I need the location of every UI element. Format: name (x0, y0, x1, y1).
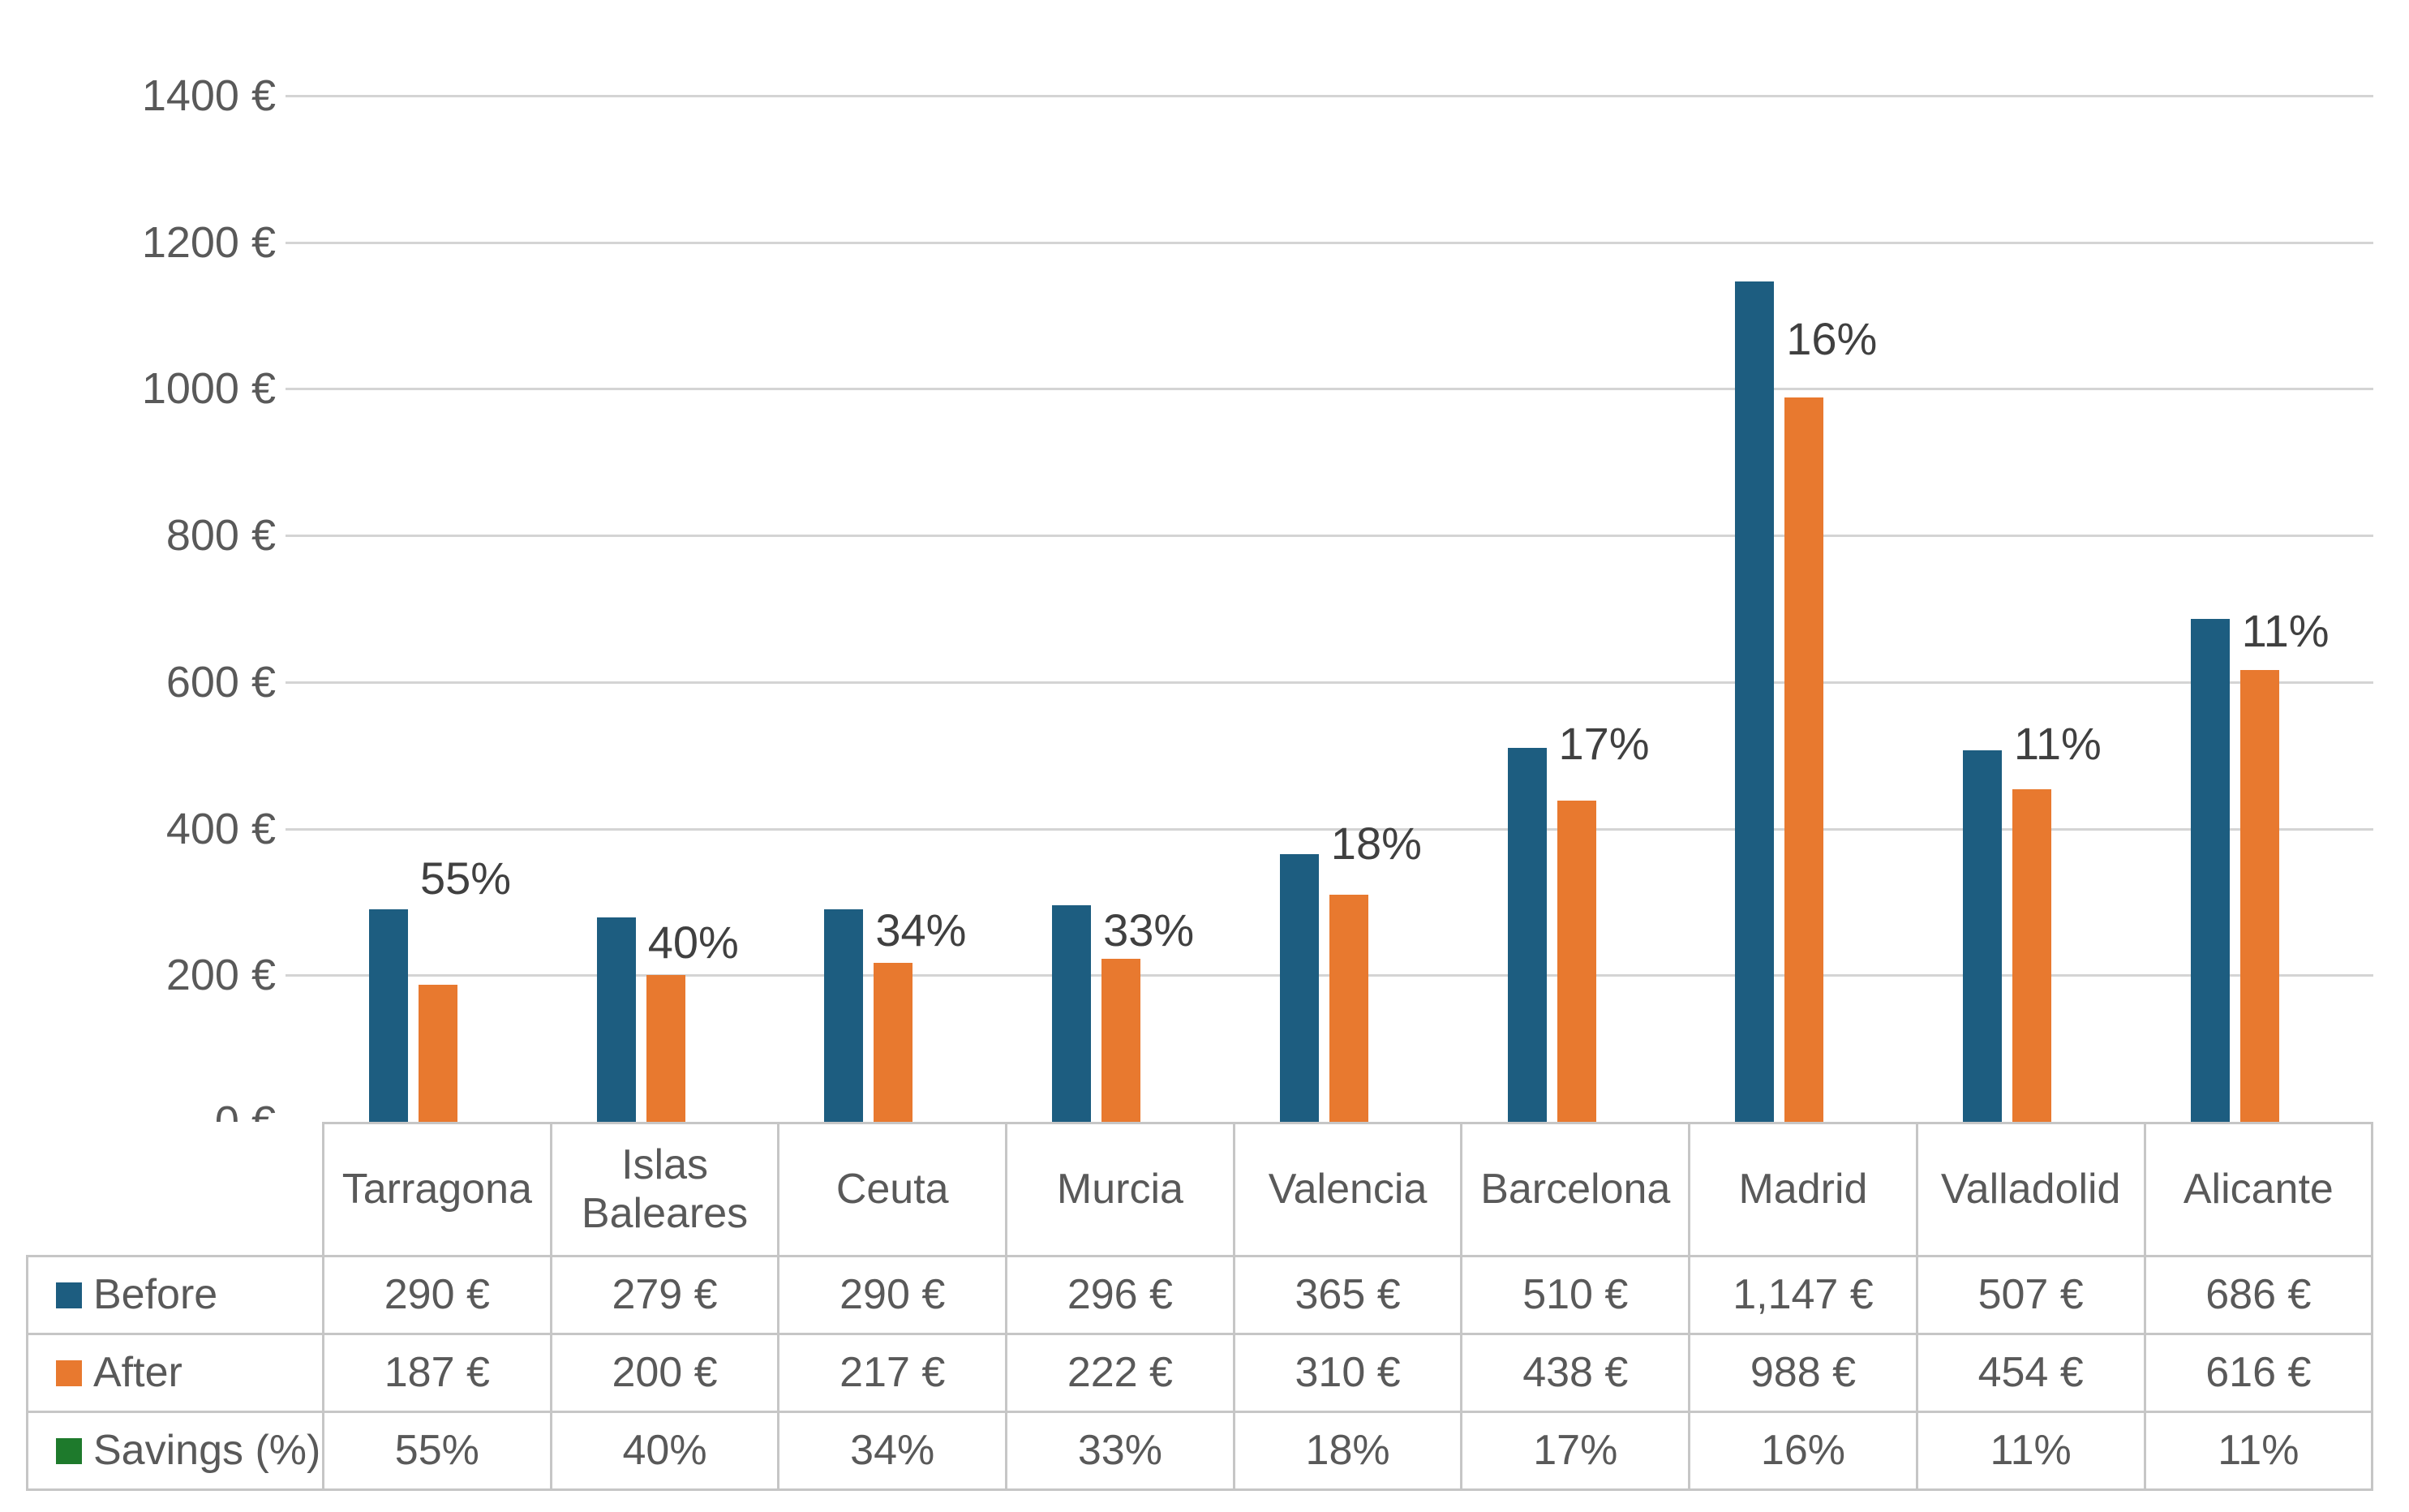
savings-percent-label-ceuta: 34% (875, 904, 967, 956)
bar-after-barcelona (1557, 801, 1596, 1122)
bar-before-valladolid (1962, 750, 2002, 1122)
y-axis-tick-label: 400 € (165, 804, 276, 853)
data-table: Tarragona Islas Baleares Ceuta Murcia Valenc… (26, 1122, 2374, 1491)
table-cell: 365 € (1235, 1257, 1463, 1335)
table-category-header: Valencia (1235, 1122, 1463, 1257)
table-cell: 16% (1690, 1413, 1918, 1491)
legend-label: Savings (%) (93, 1426, 321, 1474)
legend-swatch-icon (56, 1437, 82, 1464)
gridline (286, 535, 2374, 538)
table-cell: 34% (779, 1413, 1008, 1491)
y-axis-tick-label: 1000 € (141, 364, 276, 414)
table-cell: 686 € (2145, 1257, 2374, 1335)
bar-after-madrid (1784, 397, 1824, 1122)
savings-percent-label-valencia: 18% (1330, 818, 1422, 869)
legend-key-savings: Savings (%) (26, 1413, 324, 1491)
y-axis-tick-label: 1200 € (141, 217, 276, 267)
bar-after-valladolid (2012, 788, 2051, 1122)
bar-before-murcia (1052, 904, 1092, 1122)
table-cell: 988 € (1690, 1335, 1918, 1413)
bar-before-tarragona (369, 908, 408, 1122)
y-axis-tick-label: 600 € (165, 657, 276, 707)
table-cell: 616 € (2145, 1335, 2374, 1413)
legend-label: Before (93, 1270, 218, 1318)
table-category-header: Madrid (1690, 1122, 1918, 1257)
table-cell: 33% (1007, 1413, 1235, 1491)
y-axis-tick-label: 200 € (165, 951, 276, 1000)
table-cell: 11% (1917, 1413, 2146, 1491)
table-cell: 507 € (1917, 1257, 2146, 1335)
bar-before-barcelona (1507, 748, 1547, 1122)
table-cell: 200 € (552, 1335, 780, 1413)
table-cell: 222 € (1007, 1335, 1235, 1413)
savings-percent-label-islas-baleares: 40% (647, 917, 739, 968)
table-cell: 438 € (1462, 1335, 1691, 1413)
table-cell: 454 € (1917, 1335, 2146, 1413)
table-cell: 187 € (324, 1335, 552, 1413)
bar-after-islas-baleares (646, 975, 685, 1122)
gridline (286, 388, 2374, 391)
bar-after-alicante (2239, 670, 2279, 1122)
bar-before-ceuta (824, 908, 864, 1122)
table-cell: 1,147 € (1690, 1257, 1918, 1335)
table-cell: 17% (1462, 1413, 1691, 1491)
table-corner-blank (26, 1122, 324, 1257)
savings-percent-label-tarragona: 55% (420, 853, 512, 904)
gridline (286, 94, 2374, 97)
gridline (286, 241, 2374, 244)
table-category-header: Ceuta (779, 1122, 1008, 1257)
savings-percent-label-madrid: 16% (1786, 313, 1878, 364)
table-cell: 11% (2145, 1413, 2374, 1491)
table-category-header: Valladolid (1917, 1122, 2146, 1257)
legend-key-before: Before (26, 1257, 324, 1335)
gridline (286, 681, 2374, 684)
bar-after-ceuta (874, 962, 913, 1122)
table-cell: 310 € (1235, 1335, 1463, 1413)
legend-swatch-icon (56, 1282, 82, 1308)
table-category-header: Islas Baleares (552, 1122, 780, 1257)
legend-key-after: After (26, 1335, 324, 1413)
bar-after-tarragona (419, 985, 457, 1122)
bar-before-islas-baleares (596, 917, 636, 1122)
legend-label: After (93, 1348, 182, 1396)
table-cell: 279 € (552, 1257, 780, 1335)
table-category-header: Tarragona (324, 1122, 552, 1257)
savings-percent-label-valladolid: 11% (2013, 718, 2102, 769)
table-category-header: Barcelona (1462, 1122, 1691, 1257)
table-category-header: Murcia (1007, 1122, 1235, 1257)
table-cell: 217 € (779, 1335, 1008, 1413)
table-cell: 296 € (1007, 1257, 1235, 1335)
bar-before-alicante (2190, 619, 2230, 1122)
y-axis-tick-label: 1400 € (141, 71, 276, 120)
legend-swatch-icon (56, 1360, 82, 1386)
savings-percent-label-barcelona: 17% (1558, 718, 1650, 769)
table-cell: 55% (324, 1413, 552, 1491)
y-axis-tick-label: 800 € (165, 511, 276, 561)
bar-before-valencia (1279, 854, 1319, 1122)
savings-percent-label-alicante: 11% (2241, 605, 2330, 656)
gridline (286, 827, 2374, 831)
bar-before-madrid (1735, 281, 1775, 1122)
bar-after-murcia (1101, 959, 1141, 1122)
table-category-header: Alicante (2145, 1122, 2374, 1257)
table-cell: 510 € (1462, 1257, 1691, 1335)
savings-percent-label-murcia: 33% (1103, 904, 1195, 956)
table-cell: 290 € (324, 1257, 552, 1335)
table-cell: 290 € (779, 1257, 1008, 1335)
table-cell: 40% (552, 1413, 780, 1491)
bar-after-valencia (1329, 894, 1368, 1122)
table-cell: 18% (1235, 1413, 1463, 1491)
